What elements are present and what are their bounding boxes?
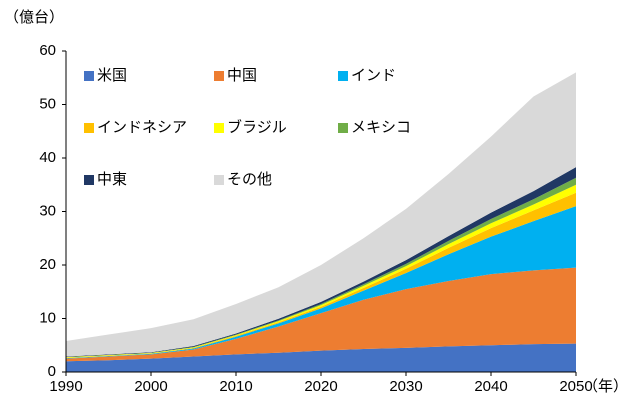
- x-tick-label: 2020: [304, 378, 337, 395]
- legend-label: インド: [351, 67, 396, 84]
- y-unit: （億台）: [4, 9, 64, 26]
- area: [66, 343, 576, 372]
- area: [66, 72, 576, 357]
- x-tick-label: 2030: [389, 378, 422, 395]
- legend-label: 中東: [97, 171, 127, 188]
- y-tick-label: 10: [39, 309, 56, 326]
- x-tick-label: 2000: [134, 378, 167, 395]
- legend-swatch: [214, 123, 224, 133]
- x-tick-label: 2050: [559, 378, 592, 395]
- legend-swatch: [214, 71, 224, 81]
- x-tick-label: 2040: [474, 378, 507, 395]
- legend-label: メキシコ: [351, 119, 411, 136]
- legend-label: その他: [227, 171, 272, 188]
- legend-swatch: [214, 175, 224, 185]
- legend-label: ブラジル: [227, 118, 287, 136]
- x-tick-label: 2010: [219, 378, 252, 395]
- legend-swatch: [338, 123, 348, 133]
- x-unit: （年）: [583, 378, 628, 395]
- legend-swatch: [84, 71, 94, 81]
- y-tick-label: 30: [39, 202, 56, 219]
- legend-swatch: [84, 123, 94, 133]
- legend-swatch: [84, 175, 94, 185]
- y-tick-label: 0: [48, 363, 56, 380]
- y-tick-label: 50: [39, 95, 56, 112]
- y-tick-label: 20: [39, 256, 56, 273]
- y-tick-label: 60: [39, 42, 56, 59]
- legend-label: 米国: [97, 67, 127, 84]
- legend-label: インドネシア: [97, 119, 187, 136]
- area: [66, 267, 576, 362]
- legend-label: 中国: [227, 67, 257, 84]
- y-tick-label: 40: [39, 149, 56, 166]
- legend-swatch: [338, 71, 348, 81]
- x-tick-label: 1990: [49, 378, 82, 395]
